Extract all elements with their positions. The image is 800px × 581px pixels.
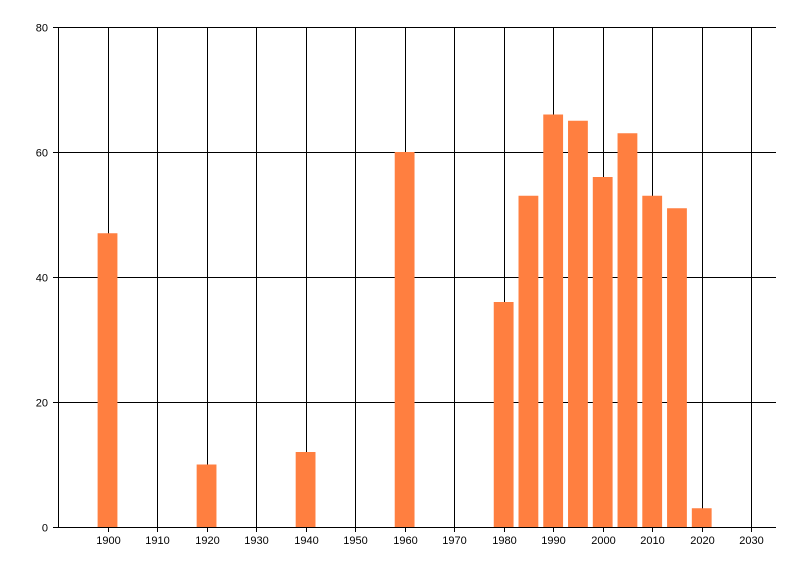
bar-2020 [691, 508, 712, 527]
bar-1985 [518, 195, 539, 527]
bar-1995 [568, 120, 588, 527]
y-tick-label-0: 0 [42, 523, 48, 535]
bar-1900 [97, 233, 118, 527]
x-tick-label-1960: 1960 [393, 535, 417, 547]
bar-2015 [667, 208, 687, 527]
x-tick-label-2010: 2010 [640, 535, 664, 547]
bar-1920 [196, 464, 217, 527]
x-tick-label-1980: 1980 [492, 535, 516, 547]
y-tick-label-20: 20 [36, 398, 48, 410]
axes [53, 27, 776, 532]
x-tick-label-1910: 1910 [145, 535, 169, 547]
bar-2005 [617, 133, 638, 527]
x-tick-label-2020: 2020 [690, 535, 714, 547]
x-tick-label-1940: 1940 [294, 535, 318, 547]
bar-1980 [493, 302, 514, 527]
bar-1940 [295, 452, 316, 527]
x-tick-label-1990: 1990 [541, 535, 565, 547]
bar-1990 [543, 114, 564, 527]
y-tick-label-80: 80 [36, 23, 48, 35]
bars [97, 114, 712, 527]
x-tick-label-2000: 2000 [591, 535, 615, 547]
x-tick-label-1950: 1950 [343, 535, 367, 547]
y-tick-label-40: 40 [36, 273, 48, 285]
x-tick-label-1920: 1920 [195, 535, 219, 547]
y-tick-label-60: 60 [36, 148, 48, 160]
tick-labels: 0 20 40 60 80 1900 1910 1920 1930 1940 1950 1960 197… [36, 23, 764, 548]
bar-2010 [642, 195, 663, 527]
x-tick-label-1900: 1900 [96, 535, 120, 547]
x-tick-label-2030: 2030 [739, 535, 763, 547]
x-tick-label-1970: 1970 [442, 535, 466, 547]
x-tick-label-1930: 1930 [244, 535, 268, 547]
bar-1960 [394, 152, 415, 527]
bar-2000 [592, 177, 613, 527]
